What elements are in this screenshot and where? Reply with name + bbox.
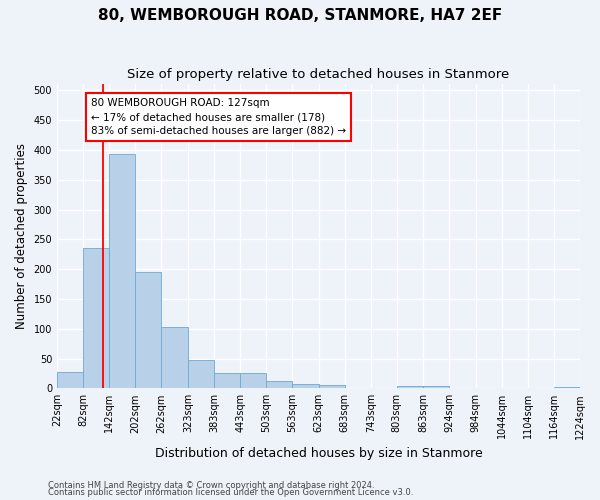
- Bar: [109, 154, 136, 388]
- Bar: [136, 272, 161, 388]
- X-axis label: Distribution of detached houses by size in Stanmore: Distribution of detached houses by size …: [155, 447, 482, 460]
- Bar: [188, 360, 214, 388]
- Bar: [240, 374, 266, 388]
- Bar: [554, 386, 580, 388]
- Bar: [266, 381, 292, 388]
- Bar: [319, 384, 344, 388]
- Text: Contains HM Land Registry data © Crown copyright and database right 2024.: Contains HM Land Registry data © Crown c…: [48, 480, 374, 490]
- Text: 80 WEMBOROUGH ROAD: 127sqm
← 17% of detached houses are smaller (178)
83% of sem: 80 WEMBOROUGH ROAD: 127sqm ← 17% of deta…: [91, 98, 346, 136]
- Bar: [161, 327, 188, 388]
- Bar: [397, 386, 423, 388]
- Bar: [83, 248, 109, 388]
- Title: Size of property relative to detached houses in Stanmore: Size of property relative to detached ho…: [127, 68, 509, 80]
- Y-axis label: Number of detached properties: Number of detached properties: [15, 144, 28, 330]
- Text: 80, WEMBOROUGH ROAD, STANMORE, HA7 2EF: 80, WEMBOROUGH ROAD, STANMORE, HA7 2EF: [98, 8, 502, 22]
- Bar: [214, 374, 240, 388]
- Bar: [57, 372, 83, 388]
- Bar: [423, 386, 449, 388]
- Text: Contains public sector information licensed under the Open Government Licence v3: Contains public sector information licen…: [48, 488, 413, 497]
- Bar: [292, 384, 319, 388]
